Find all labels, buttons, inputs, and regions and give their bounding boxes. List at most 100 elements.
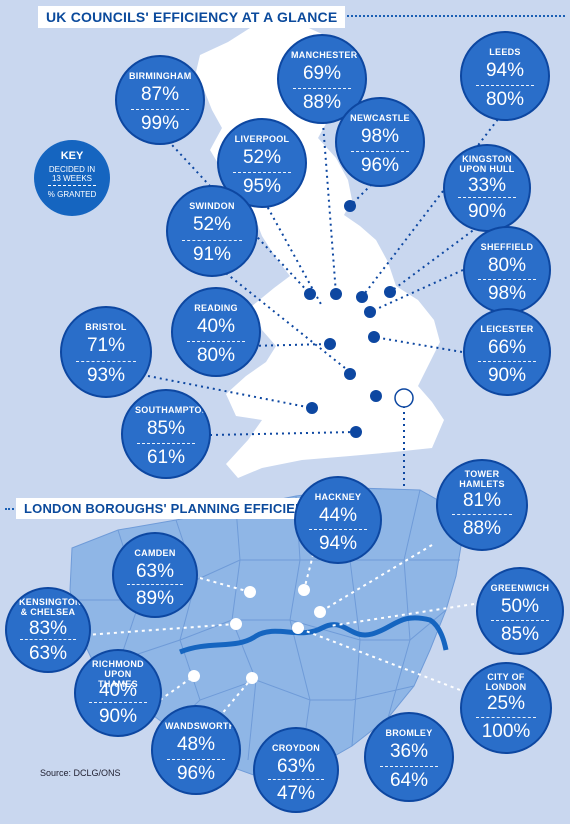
london-granted-value: 90% xyxy=(98,706,138,727)
uk-granted-value: 90% xyxy=(487,365,527,386)
uk-granted-value: 80% xyxy=(196,345,236,366)
london-separator xyxy=(491,620,549,621)
uk-granted-value: 61% xyxy=(146,447,186,468)
uk-name: READING xyxy=(194,303,238,313)
london-decided-value: 48% xyxy=(176,734,216,755)
london-separator xyxy=(127,584,183,585)
uk-granted-value: 93% xyxy=(86,365,126,386)
london-name: CROYDON xyxy=(271,743,321,753)
key-decided-label: DECIDED IN 13 WEEKS xyxy=(48,165,96,183)
london-separator xyxy=(20,639,76,640)
london-granted-value: 96% xyxy=(176,763,216,784)
london-granted-value: 89% xyxy=(135,588,175,609)
uk-separator xyxy=(458,197,516,198)
london-name: BROMLEY xyxy=(385,728,433,738)
london-separator xyxy=(268,779,324,780)
uk-bubble: MANCHESTER 69% 88% xyxy=(277,34,367,124)
london-bubble: KENSINGTON & CHELSEA 83% 63% xyxy=(5,587,91,673)
london-bubble: WANDSWORTH 48% 96% xyxy=(151,705,241,795)
uk-decided-value: 33% xyxy=(467,175,507,196)
uk-decided-value: 85% xyxy=(146,418,186,439)
key-granted-label: % GRANTED xyxy=(47,190,97,199)
uk-decided-value: 69% xyxy=(302,63,342,84)
uk-name: BRISTOL xyxy=(85,322,127,332)
uk-bubble: SWINDON 52% 91% xyxy=(166,185,258,277)
uk-separator xyxy=(475,85,535,86)
uk-granted-value: 80% xyxy=(485,89,525,110)
uk-separator xyxy=(186,341,246,342)
uk-name: NEWCASTLE xyxy=(350,113,410,123)
uk-granted-value: 90% xyxy=(467,201,507,222)
london-granted-value: 85% xyxy=(500,624,540,645)
london-locator xyxy=(394,388,414,408)
uk-name: KINGSTON UPON HULL xyxy=(459,154,515,174)
london-decided-value: 25% xyxy=(486,693,526,714)
uk-granted-value: 95% xyxy=(242,176,282,197)
uk-name: SHEFFIELD xyxy=(480,242,534,252)
london-bubble: CROYDON 63% 47% xyxy=(253,727,339,813)
uk-decided-value: 52% xyxy=(192,214,232,235)
uk-name: SOUTHAMPTON xyxy=(135,405,209,415)
uk-decided-value: 80% xyxy=(487,255,527,276)
london-bubble: HACKNEY 44% 94% xyxy=(294,476,382,564)
london-decided-value: 40% xyxy=(98,680,138,701)
key-legend: KEY DECIDED IN 13 WEEKS % GRANTED xyxy=(34,140,110,216)
london-decided-value: 63% xyxy=(135,561,175,582)
london-bubble: BROMLEY 36% 64% xyxy=(364,712,454,802)
uk-bubble: SHEFFIELD 80% 98% xyxy=(463,226,551,314)
uk-separator xyxy=(478,279,536,280)
uk-separator xyxy=(136,443,196,444)
uk-bubble: BRISTOL 71% 93% xyxy=(60,306,152,398)
london-borough-dots xyxy=(188,584,326,684)
uk-separator xyxy=(350,151,410,152)
uk-decided-value: 52% xyxy=(242,147,282,168)
uk-granted-value: 91% xyxy=(192,244,232,265)
uk-bubble: LEEDS 94% 80% xyxy=(460,31,550,121)
uk-granted-value: 99% xyxy=(140,113,180,134)
london-name: CAMDEN xyxy=(134,548,176,558)
london-granted-value: 63% xyxy=(28,643,68,664)
uk-decided-value: 98% xyxy=(360,126,400,147)
thames-river xyxy=(179,615,449,655)
uk-name: LEEDS xyxy=(489,47,521,57)
uk-decided-value: 94% xyxy=(485,60,525,81)
london-name: CITY OF LONDON xyxy=(485,672,527,692)
london-name: GREENWICH xyxy=(490,583,550,593)
london-bubble: CITY OF LONDON 25% 100% xyxy=(460,662,552,754)
uk-granted-value: 98% xyxy=(487,283,527,304)
uk-granted-value: 96% xyxy=(360,155,400,176)
uk-decided-value: 71% xyxy=(86,335,126,356)
uk-separator xyxy=(130,109,190,110)
london-decided-value: 83% xyxy=(28,618,68,639)
key-separator xyxy=(48,185,96,186)
london-decided-value: 50% xyxy=(500,596,540,617)
uk-separator xyxy=(478,361,536,362)
uk-city-dots xyxy=(304,200,396,438)
london-name: WANDSWORTH xyxy=(165,721,236,731)
uk-bubble: LEICESTER 66% 90% xyxy=(463,308,551,396)
uk-title: UK COUNCILS' EFFICIENCY AT A GLANCE xyxy=(38,6,346,28)
london-granted-value: 88% xyxy=(462,518,502,539)
london-name: HACKNEY xyxy=(314,492,362,502)
london-bubble: GREENWICH 50% 85% xyxy=(476,567,564,655)
london-bubble: TOWER HAMLETS 81% 88% xyxy=(436,459,528,551)
london-name: TOWER HAMLETS xyxy=(459,469,505,489)
uk-decided-value: 40% xyxy=(196,316,236,337)
london-name: RICHMOND UPON THAMES xyxy=(92,659,144,689)
london-granted-value: 47% xyxy=(276,783,316,804)
london-separator xyxy=(476,717,536,718)
london-decided-value: 81% xyxy=(462,490,502,511)
uk-separator xyxy=(76,361,136,362)
uk-name: LEICESTER xyxy=(480,324,534,334)
uk-separator xyxy=(232,172,292,173)
uk-bubble: KINGSTON UPON HULL 33% 90% xyxy=(443,144,531,232)
london-granted-value: 100% xyxy=(481,721,531,742)
london-title-rule xyxy=(5,508,25,510)
london-separator xyxy=(166,759,226,760)
uk-name: SWINDON xyxy=(189,201,235,211)
uk-bubble: BIRMINGHAM 87% 99% xyxy=(115,55,205,145)
uk-granted-value: 88% xyxy=(302,92,342,113)
london-separator xyxy=(379,766,439,767)
uk-bubble: READING 40% 80% xyxy=(171,287,261,377)
